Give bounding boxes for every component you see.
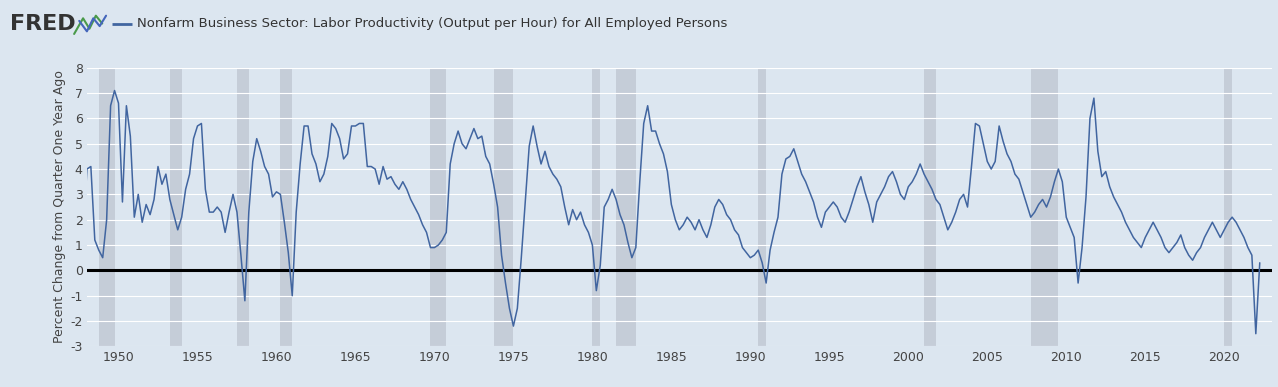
Bar bbox=[431, 68, 446, 346]
Bar bbox=[1031, 68, 1058, 346]
Bar bbox=[924, 68, 935, 346]
Bar bbox=[758, 68, 766, 346]
Bar bbox=[98, 68, 115, 346]
Bar bbox=[280, 68, 293, 346]
Bar bbox=[616, 68, 636, 346]
Bar bbox=[236, 68, 249, 346]
Y-axis label: Percent Change from Quarter One Year Ago: Percent Change from Quarter One Year Ago bbox=[54, 70, 66, 344]
Text: FRED: FRED bbox=[10, 14, 75, 34]
Bar bbox=[493, 68, 514, 346]
Text: Nonfarm Business Sector: Labor Productivity (Output per Hour) for All Employed P: Nonfarm Business Sector: Labor Productiv… bbox=[137, 17, 727, 30]
Bar bbox=[1224, 68, 1232, 346]
Bar bbox=[170, 68, 181, 346]
Bar bbox=[593, 68, 601, 346]
